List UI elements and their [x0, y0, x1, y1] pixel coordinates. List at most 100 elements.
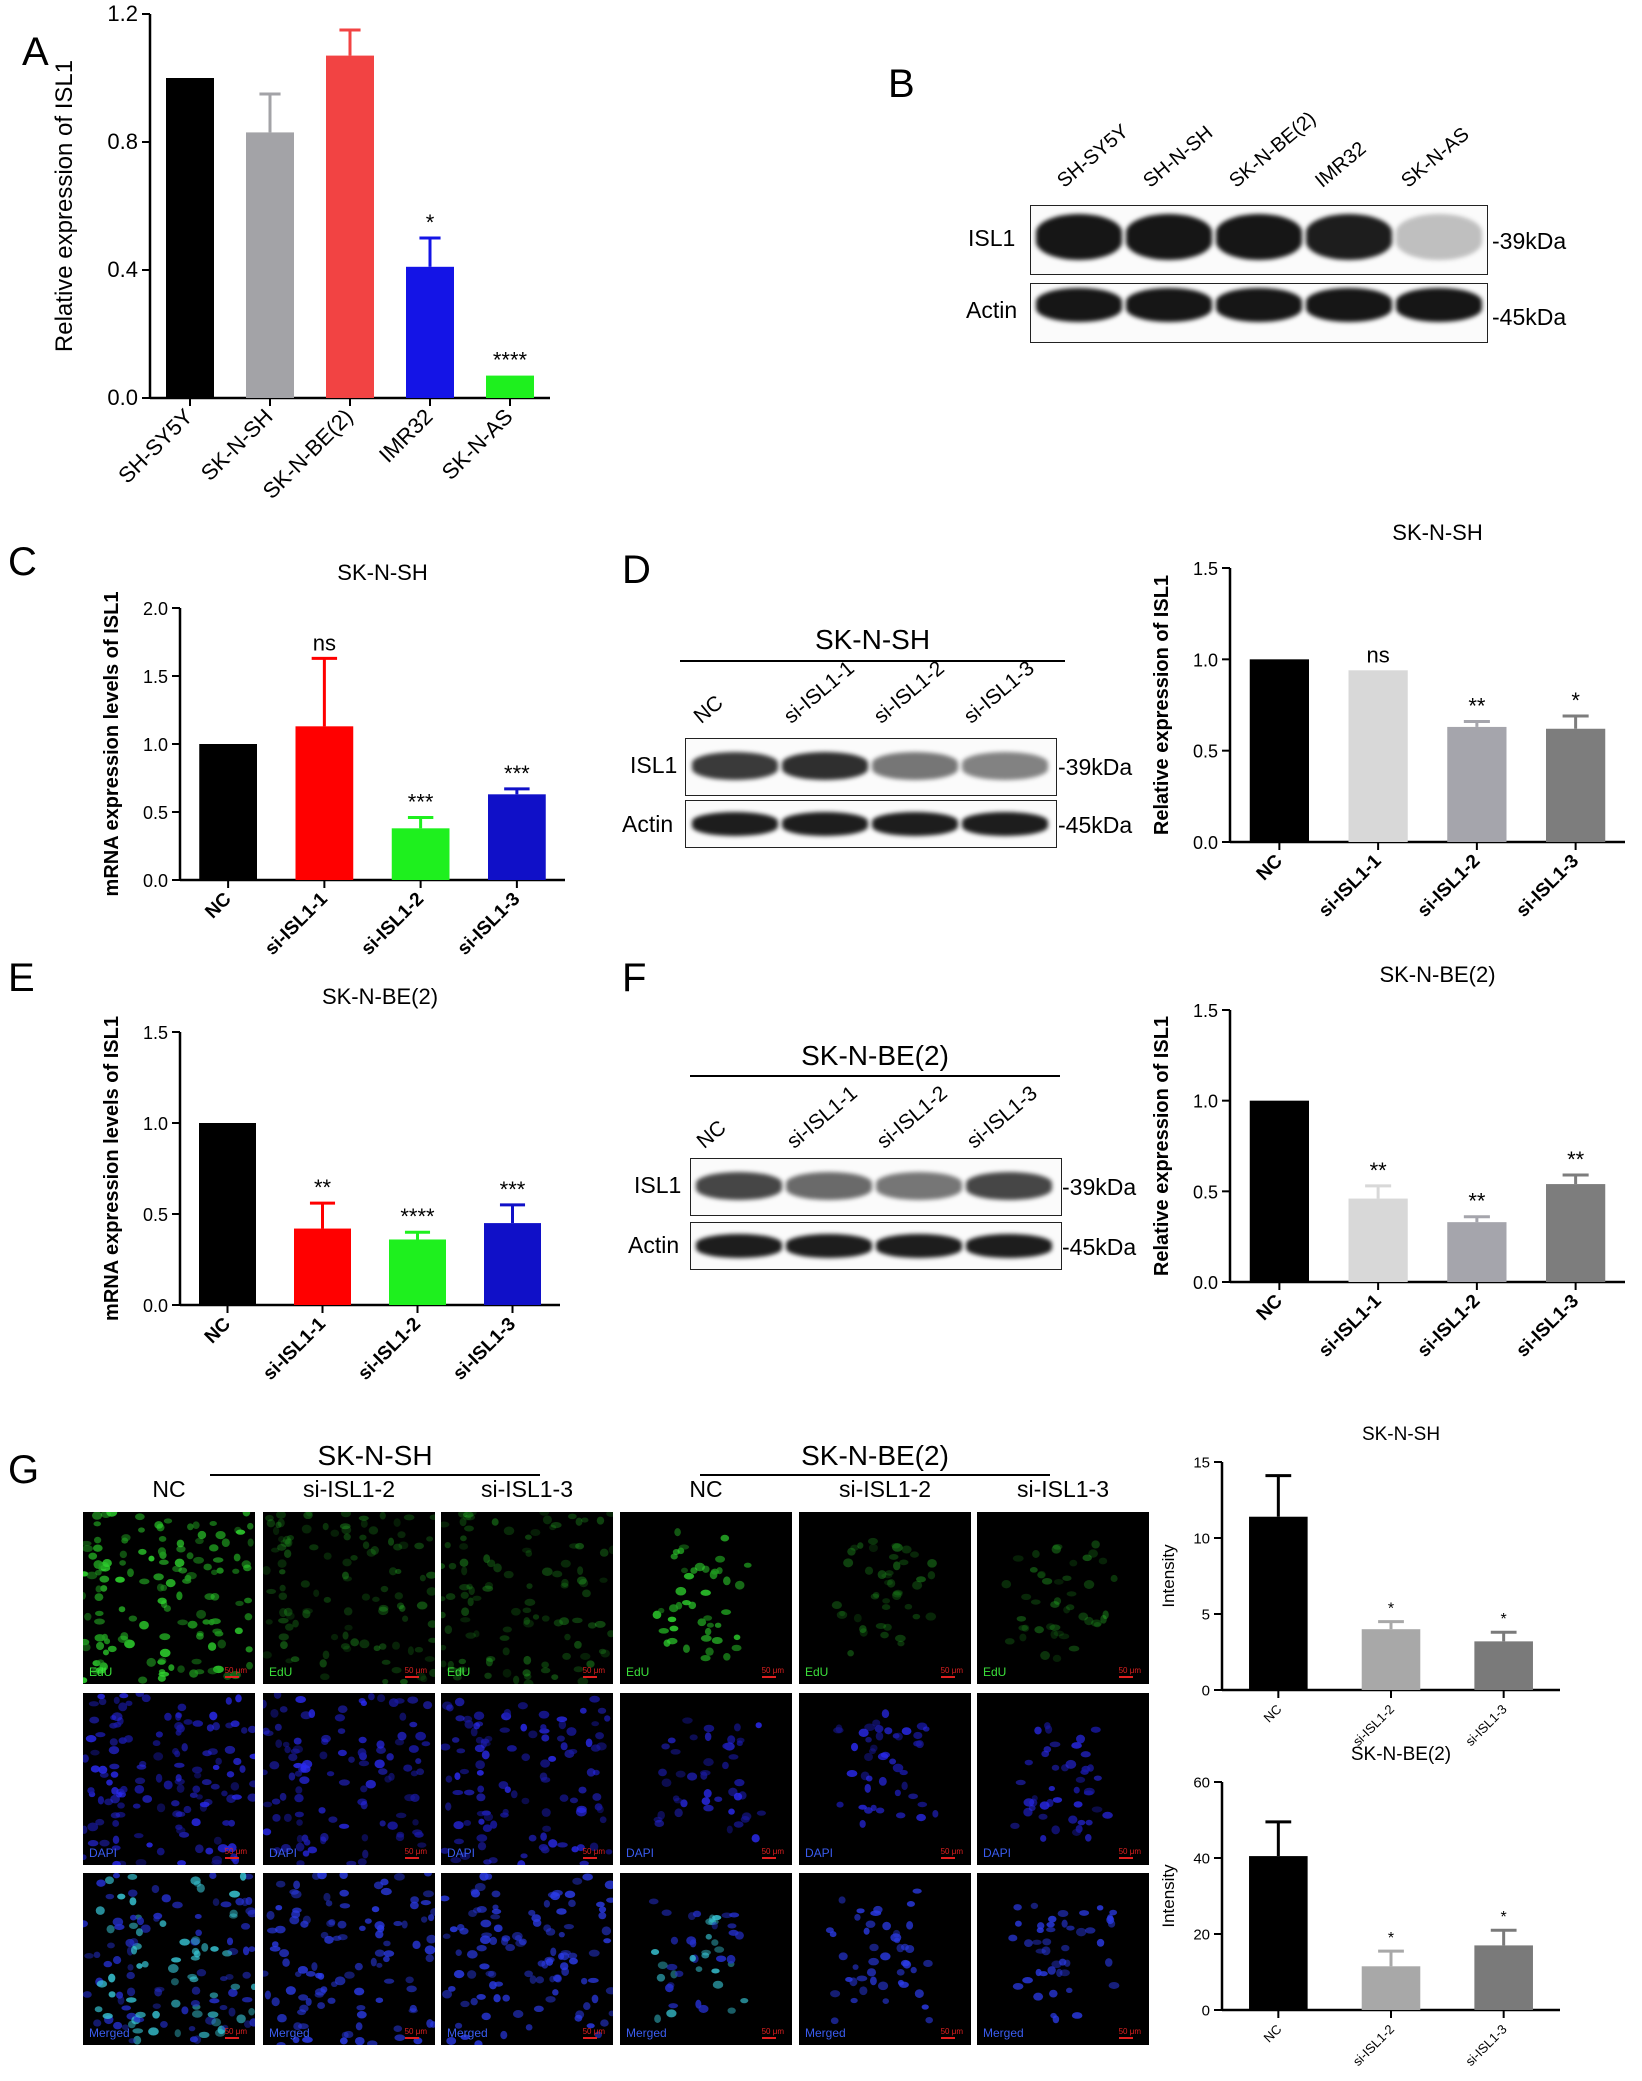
- micro-cell: [94, 1618, 105, 1625]
- chart-d-title: SK-N-SH: [1392, 520, 1482, 545]
- micro-cell: [424, 1656, 435, 1662]
- micro-cell: [292, 1619, 299, 1628]
- micro-cell: [859, 1625, 867, 1634]
- micro-cell: [139, 1578, 150, 1585]
- micro-cell: [912, 1580, 923, 1590]
- micro-cell: [922, 1726, 930, 1732]
- micro-cell: [201, 1779, 212, 1786]
- micro-cell: [294, 1971, 302, 1978]
- micro-cell: [241, 1727, 248, 1734]
- chart-e-ytick-label: 1.0: [143, 1114, 168, 1134]
- micro-cell: [866, 1968, 877, 1977]
- micro-cell: [358, 1760, 370, 1767]
- micro-cell: [453, 1821, 464, 1830]
- micro-cell: [187, 1620, 198, 1629]
- micro-cell: [1024, 1759, 1033, 1766]
- micro-cell: [265, 1514, 274, 1522]
- micro-cell: [153, 1912, 163, 1920]
- micro-cell: [293, 1737, 302, 1745]
- micro-tile-image: [833, 1709, 939, 1828]
- micro-cell: [112, 1860, 121, 1865]
- micro-cell: [572, 1617, 583, 1624]
- micro-cell: [319, 1659, 327, 1668]
- micro-cell: [468, 1586, 475, 1596]
- micro-cell: [572, 1877, 583, 1885]
- micro-cell: [107, 1942, 115, 1949]
- micro-cell: [378, 1768, 388, 1775]
- micro-cell: [160, 1584, 168, 1592]
- micro-cell: [234, 1627, 243, 1635]
- micro-cell: [872, 1591, 880, 1599]
- micro-cell: [441, 1563, 446, 1570]
- micro-cell: [714, 1946, 725, 1953]
- micro-cell: [569, 1797, 579, 1804]
- micro-cell: [658, 1628, 669, 1634]
- micro-cell: [299, 1776, 310, 1784]
- micro-cell: [211, 1855, 223, 1865]
- micro-cell: [522, 1669, 531, 1677]
- micro-cell: [360, 1519, 368, 1528]
- micro-cell: [191, 1658, 202, 1665]
- micro-cell: [901, 1727, 912, 1735]
- micro-cell: [263, 1769, 268, 1776]
- micro-cell: [520, 1853, 528, 1859]
- micro-cell: [854, 1914, 861, 1921]
- micro-cell: [201, 1943, 209, 1952]
- micro-cell: [867, 1537, 878, 1545]
- micro-cell: [241, 1997, 253, 2003]
- micro-cell: [222, 1820, 231, 1826]
- micro-cell: [887, 1579, 896, 1588]
- chart-e-bar: [389, 1239, 446, 1305]
- micro-cell: [278, 1536, 286, 1543]
- micro-cell: [373, 1881, 384, 1890]
- micro-cell: [914, 1989, 924, 1998]
- micro-cell: [191, 1818, 201, 1827]
- micro-cell: [656, 1973, 666, 1982]
- micro-cell: [382, 1678, 389, 1684]
- micro-cell: [1075, 1825, 1083, 1833]
- micro-cell: [1013, 1904, 1022, 1911]
- micro-cell: [96, 1980, 108, 1988]
- micro-cell: [733, 1792, 743, 1801]
- micro-cell: [117, 1635, 129, 1643]
- micro-cell: [476, 1905, 487, 1913]
- micro-cell: [545, 1928, 556, 1936]
- micro-cell: [99, 1772, 109, 1778]
- micro-cell: [158, 1669, 166, 1675]
- micro-cell: [904, 1603, 913, 1610]
- micro-cell: [455, 1715, 465, 1722]
- micro-cell: [700, 1655, 711, 1662]
- micro-cell: [339, 1873, 348, 1880]
- micro-cell: [868, 1748, 876, 1755]
- micro-cell: [141, 1694, 151, 1703]
- micro-cell: [146, 1657, 156, 1667]
- micro-cell: [605, 1849, 613, 1855]
- micro-cell: [577, 1566, 584, 1575]
- micro-cell: [925, 1612, 937, 1621]
- micro-cell: [865, 1775, 873, 1782]
- micro-cell: [412, 1829, 423, 1836]
- micro-cell: [888, 1554, 899, 1560]
- blot-d-isl1-label: ISL1: [630, 752, 678, 778]
- micro-cell: [286, 1612, 295, 1620]
- micro-cell: [559, 1794, 569, 1802]
- micro-tile-edu: EdU 50 μm: [441, 1512, 613, 1684]
- micro-cell: [600, 2019, 609, 2027]
- micro-cell: [721, 1609, 732, 1616]
- micro-cell: [576, 1576, 587, 1585]
- micro-cell: [458, 1512, 468, 1518]
- micro-cell: [1042, 1938, 1052, 1946]
- micro-cell: [338, 1779, 350, 1786]
- micro-group-sk-n-be2-line: [700, 1474, 1050, 1476]
- micro-scale-bar: 50 μm: [941, 1666, 963, 1678]
- micro-cell: [380, 1887, 392, 1896]
- micro-cell: [269, 1761, 280, 1770]
- micro-cell: [1037, 1571, 1046, 1579]
- micro-cell: [191, 1766, 203, 1774]
- micro-cell: [248, 2008, 255, 2016]
- micro-cell: [1024, 1939, 1033, 1948]
- chart-e-ytick-label: 0.0: [143, 1296, 168, 1316]
- chart-g2-title: SK-N-BE(2): [1351, 1744, 1451, 1765]
- micro-cell: [115, 1811, 126, 1818]
- micro-cell: [891, 1542, 901, 1549]
